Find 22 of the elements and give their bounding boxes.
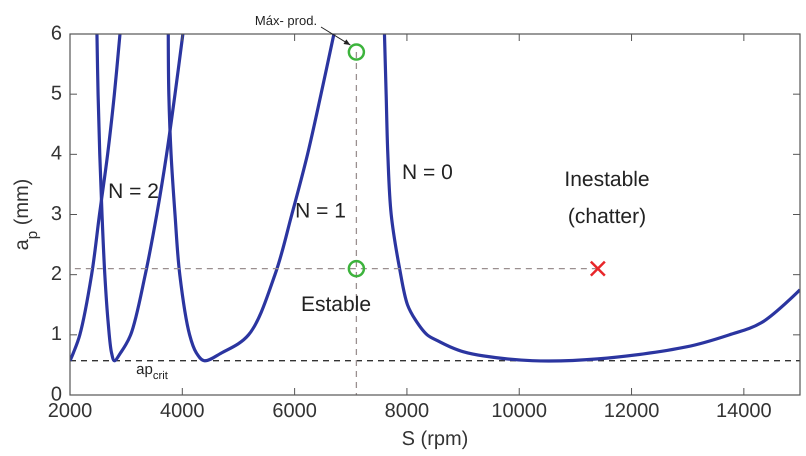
y-tick-label: 1 [50, 323, 62, 346]
annotation: N = 2 [108, 180, 159, 203]
x-tick-label: 12000 [604, 400, 660, 422]
annotation: N = 1 [295, 199, 346, 222]
annotation: ap$_{crit}$ [136, 360, 169, 382]
x-tick-label: 4000 [160, 400, 205, 422]
x-tick-label: 10000 [491, 400, 548, 422]
line-series [382, 32, 800, 363]
x-axis-title: S (rpm) [402, 428, 468, 450]
y-tick-label: 3 [50, 202, 62, 225]
y-tick-label: 5 [50, 82, 62, 104]
x-tick-label: 2000 [48, 400, 92, 422]
y-tick-label: 4 [50, 142, 62, 165]
annotation: Estable [300, 292, 372, 316]
y-tick-label: 6 [50, 22, 62, 44]
y-tick-label: 2 [50, 262, 62, 285]
annotation: Inestable (chatter) [564, 168, 650, 228]
x-tick-label: 14000 [716, 400, 772, 422]
text: Máx- prod. [254, 13, 318, 28]
annotation: N = 0 [402, 160, 453, 184]
x-tick-label: 8000 [384, 400, 430, 422]
x-tick-label: 6000 [272, 400, 317, 422]
